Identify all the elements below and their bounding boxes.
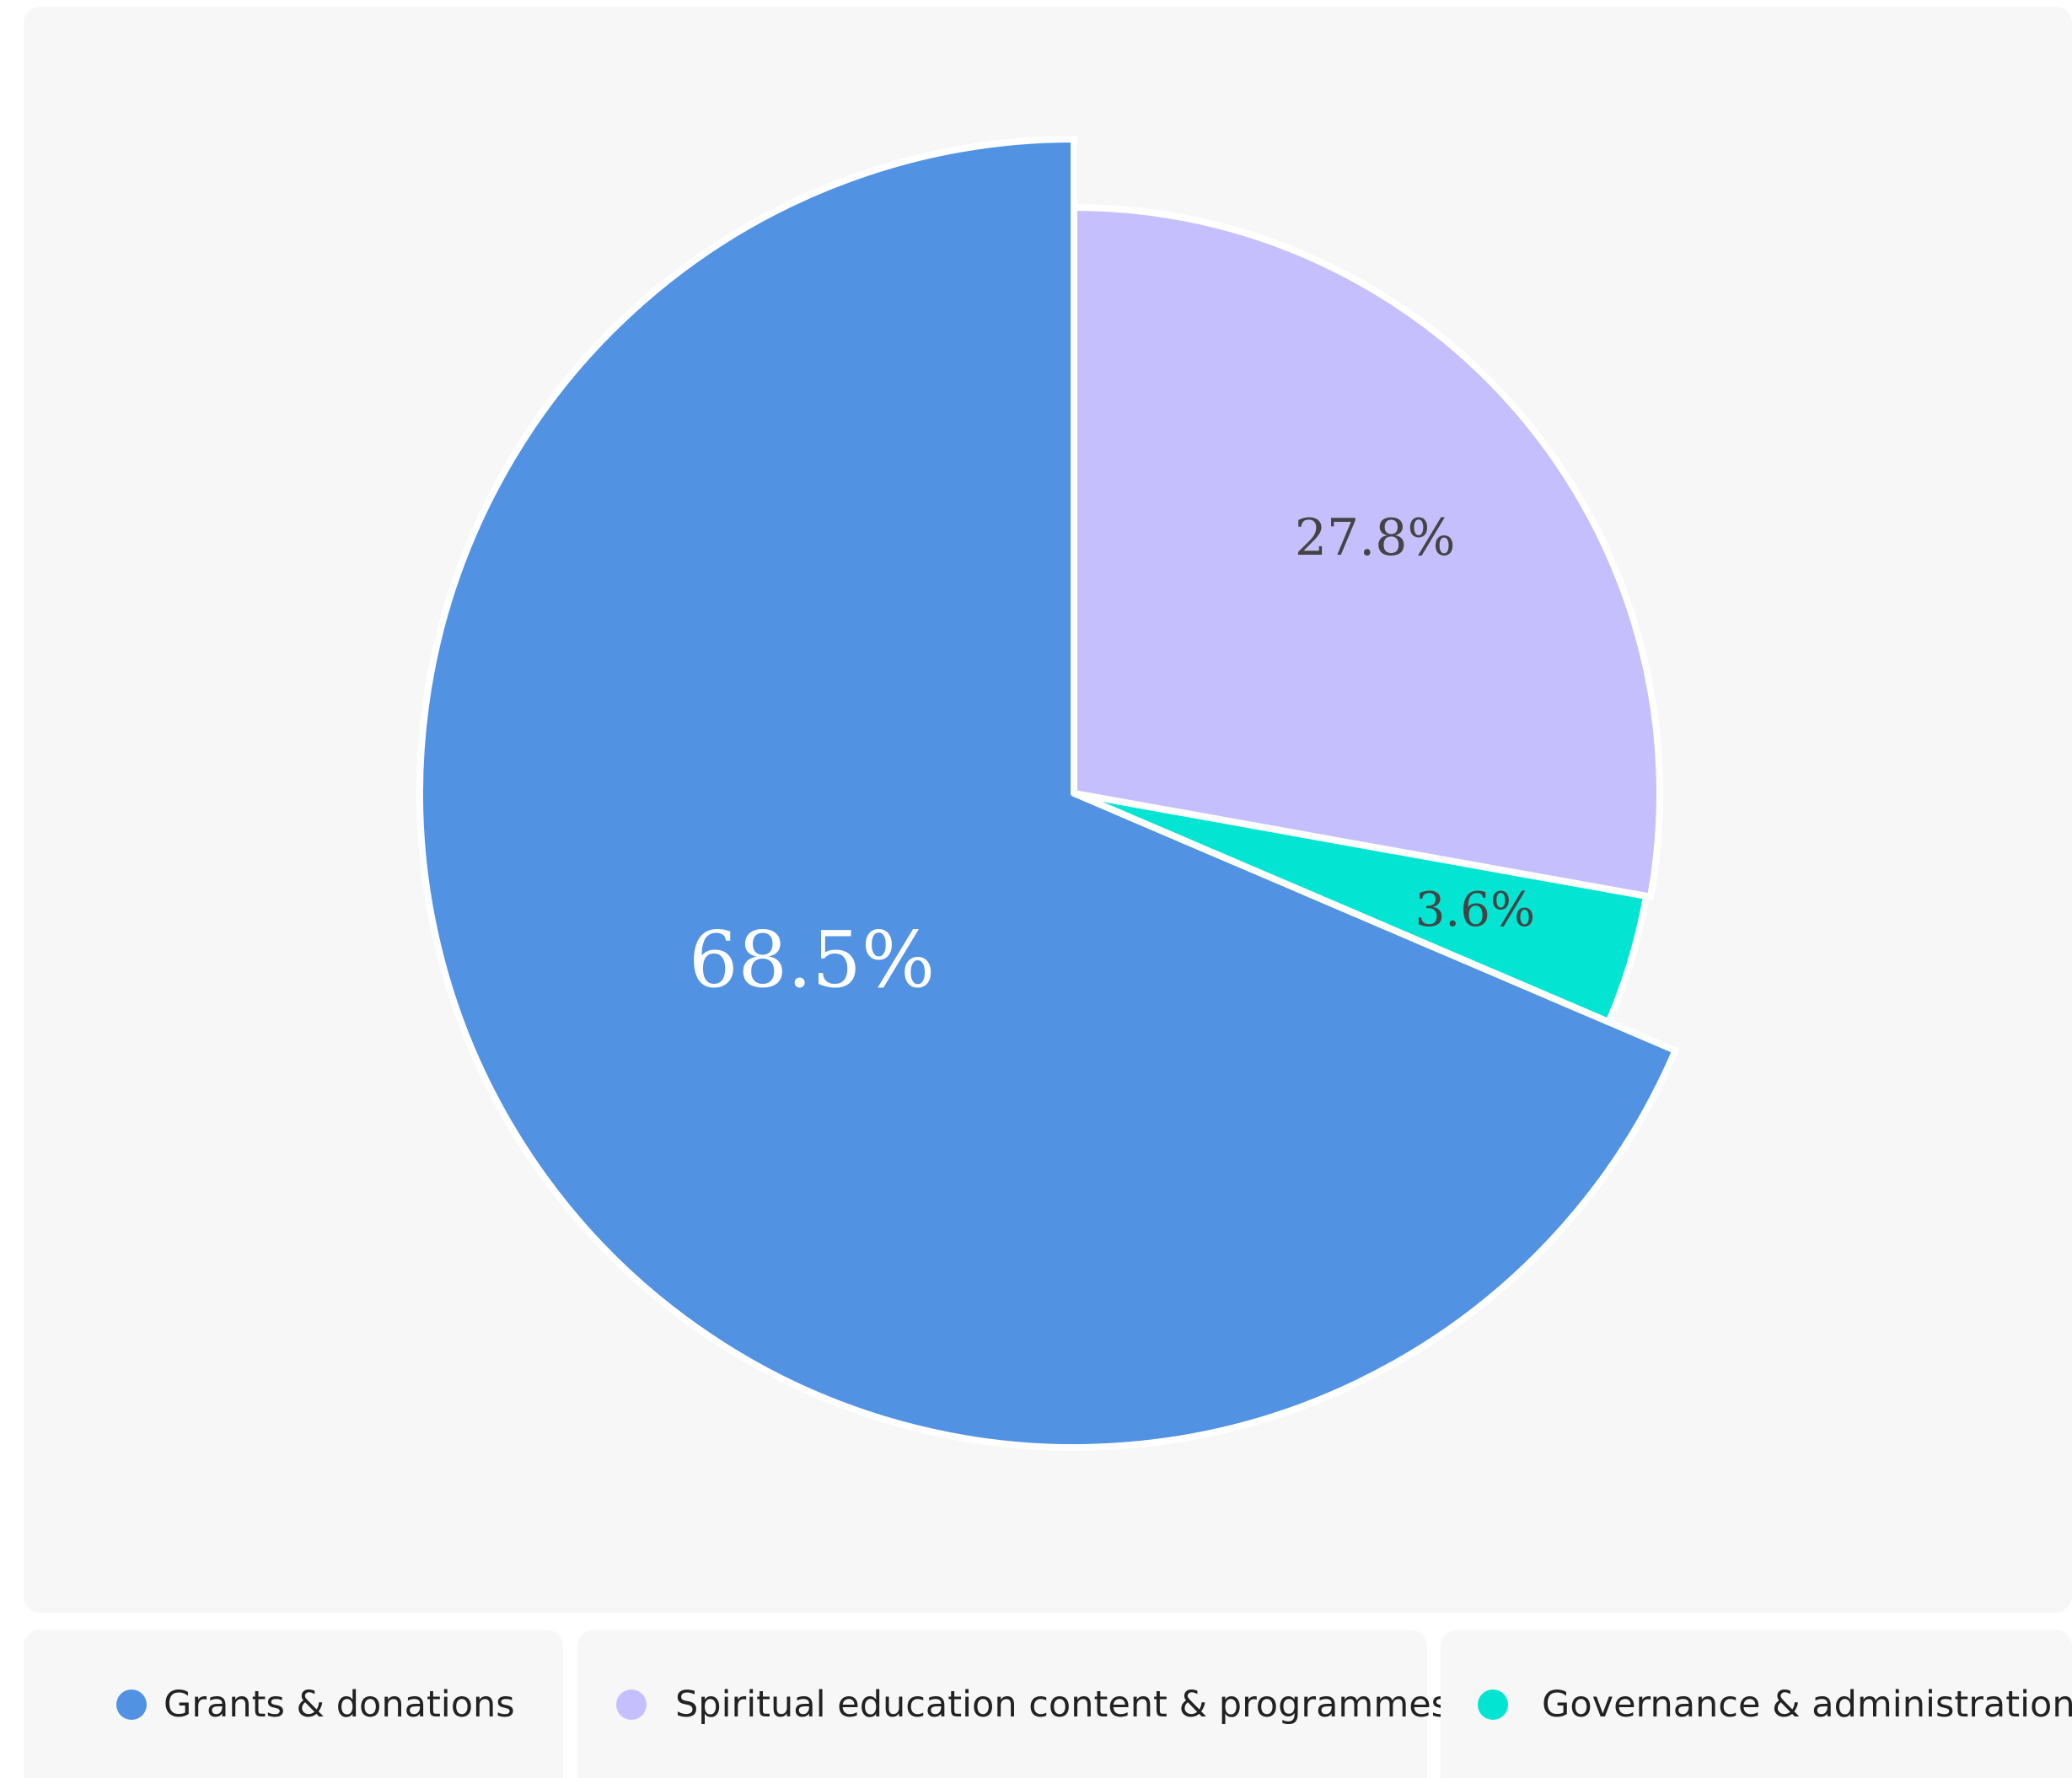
legend-label: Governance & administration	[1542, 1684, 2072, 1726]
legend-label: Spiritual education content & programmes	[675, 1684, 1451, 1726]
chart-panel: 27.8% 3.6% 68.5%	[24, 7, 2072, 1613]
data-label: 27.8%	[1295, 508, 1456, 567]
legend-swatch	[116, 1689, 147, 1720]
legend-swatch	[616, 1689, 647, 1720]
legend-item: Grants & donations	[24, 1630, 563, 1778]
legend-item: Governance & administration	[1441, 1630, 2072, 1778]
data-label: 3.6%	[1415, 883, 1535, 937]
pie-slice	[1071, 204, 1663, 900]
pie-slice	[416, 136, 1679, 1451]
legend-swatch	[1478, 1689, 1508, 1720]
legend-item: Spiritual education content & programmes	[577, 1630, 1450, 1778]
pie-chart: 27.8% 3.6% 68.5%	[416, 136, 1679, 1451]
legend-label: Grants & donations	[164, 1684, 515, 1726]
data-label: 68.5%	[689, 915, 935, 1005]
